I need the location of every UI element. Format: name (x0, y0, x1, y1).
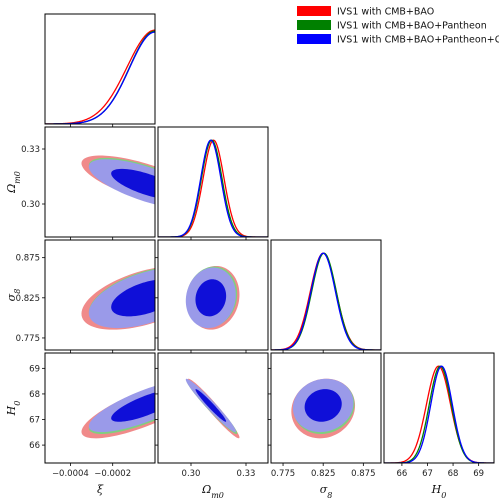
axis-label-h0: H0 (431, 483, 447, 498)
panel-frames (44, 13, 495, 464)
legend-swatch-1 (297, 6, 331, 16)
marginal-line-1 (45, 29, 155, 124)
contour-panel-s8-h0 (291, 378, 356, 439)
contour-inner-3 (111, 168, 155, 198)
marginal-line-1 (271, 252, 381, 350)
marginal-line-2 (158, 139, 268, 237)
contour-panel-xi-h0 (81, 385, 155, 439)
axis-label-om: Ωm0 (201, 483, 224, 498)
legend-label-2: IVS1 with CMB+BAO+Pantheon (337, 21, 487, 32)
y-tick-label: 0.825 (16, 294, 40, 304)
y-tick-label: 0.33 (21, 145, 40, 155)
panel-frame-3-1 (157, 352, 269, 464)
marginal-lines (45, 29, 494, 463)
marginal-line-2 (271, 252, 381, 350)
y-tick-label: 0.875 (16, 254, 40, 264)
contour-inner-3 (111, 392, 155, 422)
x-tick-label: −0.0002 (94, 469, 131, 479)
y-tick-label: 0.30 (21, 200, 40, 210)
x-tick-label: 0.775 (271, 469, 295, 479)
panel-frame-2-0 (44, 239, 156, 351)
x-tick-label: 67 (422, 469, 433, 479)
x-tick-label: 68 (448, 469, 459, 479)
contour-panel-xi-s8 (81, 267, 155, 330)
axis-label-h0: H0 (5, 401, 22, 417)
contour-fills (81, 155, 356, 439)
panel-frame-1-0 (44, 126, 156, 238)
marginal-om (158, 139, 268, 237)
x-tick-label: 69 (473, 469, 484, 479)
y-tick-label: 66 (29, 441, 40, 451)
marginal-xi (45, 29, 155, 124)
panel-frame-0-0 (44, 13, 156, 125)
contour-panel-om-h0 (185, 378, 240, 439)
y-tick-label: 69 (29, 364, 40, 374)
marginal-line-2 (384, 365, 494, 463)
marginal-line-3 (384, 365, 494, 463)
contour-inner-3 (195, 279, 227, 317)
x-tick-label: 0.825 (311, 469, 335, 479)
axis-label-s8: σ8 (5, 289, 22, 302)
contour-panel-om-s8 (185, 265, 240, 330)
tick-marks (42, 124, 480, 466)
panel-frame-3-2 (270, 352, 382, 464)
contour-panel-xi-om (81, 155, 155, 205)
panel-frame-3-0 (44, 352, 156, 464)
x-tick-label: 0.875 (351, 469, 375, 479)
marginal-h0 (384, 365, 494, 463)
panel-frame-2-1 (157, 239, 269, 351)
axis-label-s8: σ8 (320, 483, 333, 498)
panel-frame-2-2 (270, 239, 382, 351)
y-tick-label: 68 (29, 390, 40, 400)
x-tick-label: 0.30 (182, 469, 201, 479)
marginal-line-1 (384, 365, 494, 463)
legend-label-1: IVS1 with CMB+BAO (337, 7, 434, 18)
x-tick-label: 66 (396, 469, 407, 479)
x-tick-label: 0.33 (237, 469, 256, 479)
y-tick-label: 0.775 (16, 334, 40, 344)
legend: IVS1 with CMB+BAO IVS1 with CMB+BAO+Panth… (297, 6, 499, 46)
axis-labels: −0.0004 −0.0002 0.30 0.33 0.775 0.825 0.875 66 6… (5, 145, 484, 498)
y-tick-label: 67 (29, 416, 40, 426)
panel-frame-3-3 (383, 352, 495, 464)
axis-label-xi: ξ (97, 483, 104, 496)
contour-inner-3 (195, 389, 227, 422)
contour-inner-3 (304, 389, 342, 422)
contour-inner-3 (111, 279, 155, 317)
marginal-line-1 (158, 139, 268, 237)
marginal-s8 (271, 252, 381, 350)
panel-frame-1-1 (157, 126, 269, 238)
axis-label-om: Ωm0 (5, 171, 22, 194)
marginal-line-3 (271, 252, 381, 350)
legend-label-3: IVS1 with CMB+BAO+Pantheon+CC (337, 35, 499, 46)
x-tick-label: −0.0004 (52, 469, 89, 479)
legend-swatch-2 (297, 20, 331, 30)
legend-swatch-3 (297, 34, 331, 44)
marginal-line-3 (158, 139, 268, 237)
